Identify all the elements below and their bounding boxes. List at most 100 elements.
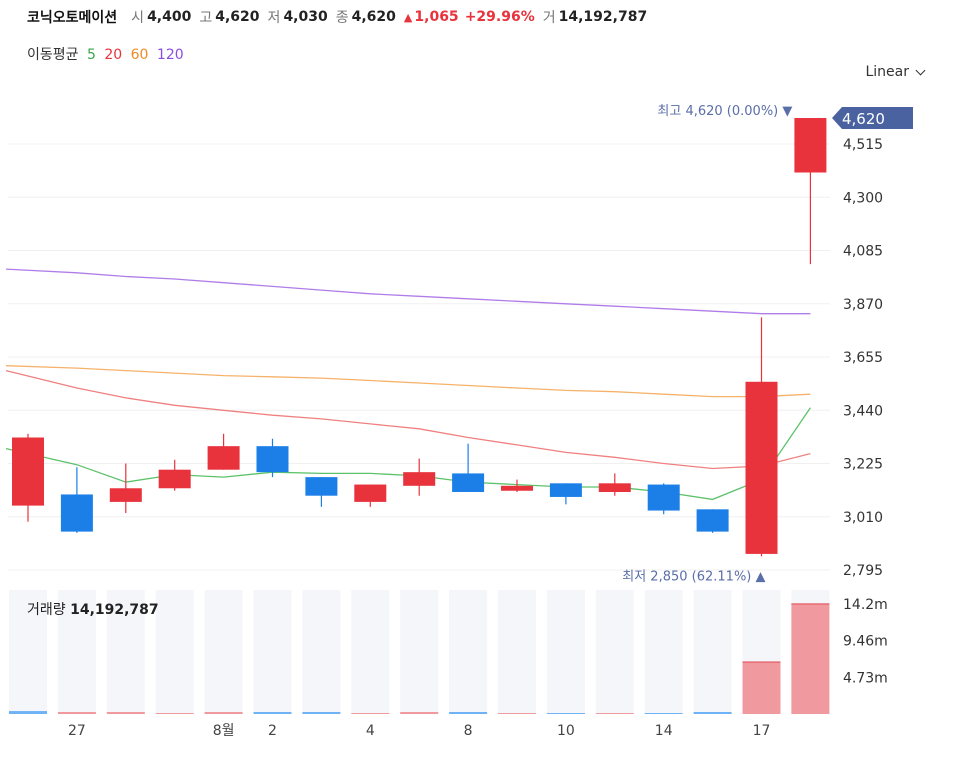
high-label: 고 (199, 10, 213, 26)
volume-slot (595, 590, 634, 714)
price-tick-label: 3,440 (843, 403, 883, 419)
volume-tick-label: 14.2m (843, 597, 888, 613)
volume-slot (546, 590, 585, 714)
volume-slot (644, 590, 683, 714)
ma120-legend: 120 (156, 47, 184, 63)
volume-slot (351, 590, 390, 714)
volume-bar (106, 712, 145, 714)
scale-dropdown[interactable]: Linear (865, 64, 926, 80)
volume-label: 거 (542, 10, 556, 26)
volume-bar (9, 711, 47, 714)
last-price-tag-label: 4,620 (842, 110, 885, 128)
candle-body (745, 381, 778, 554)
high-value: 4,620 (215, 9, 260, 25)
x-tick-label: 4 (366, 723, 375, 739)
volume-bar (302, 712, 341, 714)
candle-body (354, 484, 387, 502)
volume-bar (546, 713, 585, 714)
price-tick-label: 4,515 (843, 137, 883, 153)
close-label: 종 (335, 10, 349, 26)
volume-bar (595, 713, 634, 714)
volume-bar (449, 712, 488, 714)
volume-slot (693, 590, 732, 714)
x-tick-label: 10 (557, 723, 575, 739)
volume-value: 14,192,787 (558, 9, 648, 25)
candle-body (501, 485, 533, 491)
ma5-legend: 5 (86, 47, 96, 63)
volume-panel-value: 14,192,787 (70, 602, 159, 618)
x-tick-label: 8월 (213, 723, 235, 739)
volume-tick-label: 4.73m (843, 670, 888, 686)
volume-panel-label: 거래량 14,192,787 (27, 599, 159, 619)
candle-body (60, 494, 93, 532)
volume-bar (498, 713, 536, 714)
quote-header: 코닉오토메이션 시 4,400 고 4,620 저 4,030 종 4,620 … (27, 6, 655, 28)
volume-slot (155, 590, 194, 714)
x-tick-label: 14 (655, 723, 673, 739)
close-value: 4,620 (351, 9, 396, 25)
volume-slot (9, 590, 47, 714)
candle-body (598, 483, 631, 492)
candle-body (794, 118, 827, 173)
volume-bar (351, 713, 390, 714)
candle-body (305, 477, 338, 496)
volume-bar (742, 662, 781, 714)
candle-body (256, 446, 289, 473)
last-price-tag (832, 107, 913, 129)
ma120-line (5, 268, 811, 315)
ma20-legend: 20 (104, 47, 123, 63)
candle-body (452, 473, 485, 492)
volume-slot (449, 590, 488, 714)
candle-body (696, 509, 729, 532)
x-tick-label: 2 (268, 723, 277, 739)
x-tick-label: 17 (753, 723, 771, 739)
volume-slot (204, 590, 243, 714)
x-tick-label: 8 (464, 723, 473, 739)
candle-body (647, 484, 680, 511)
change-pct: +29.96% (464, 9, 535, 25)
volume-slot (253, 590, 292, 714)
price-tick-label: 3,870 (843, 297, 883, 313)
candle-body (12, 437, 44, 506)
high-marker-label: 최고 4,620 (0.00%) ▼ (657, 104, 792, 119)
price-tick-label: 4,085 (843, 244, 883, 260)
ma20-line (5, 369, 811, 470)
volume-bar (791, 604, 830, 714)
price-tick-label: 3,225 (843, 457, 883, 473)
volume-slot (302, 590, 341, 714)
stock-name: 코닉오토메이션 (27, 10, 118, 26)
volume-bar (155, 713, 194, 714)
volume-slot (57, 590, 96, 714)
ma60-legend: 60 (130, 47, 149, 63)
scale-dropdown-label: Linear (865, 64, 909, 80)
volume-bar (57, 712, 96, 714)
price-tick-label: 3,010 (843, 510, 883, 526)
price-tick-label: 2,795 (843, 563, 883, 579)
volume-bar (400, 712, 439, 714)
low-value: 4,030 (283, 9, 328, 25)
candle-body (109, 488, 142, 502)
volume-slot (400, 590, 439, 714)
price-tick-label: 4,300 (843, 190, 883, 206)
volume-panel-title: 거래량 (27, 602, 66, 618)
low-label: 저 (267, 10, 281, 26)
open-label: 시 (131, 10, 145, 26)
volume-bar (253, 712, 292, 714)
up-triangle-icon: ▲ (403, 10, 413, 24)
volume-slot (498, 590, 536, 714)
ma-legend-title: 이동평균 (27, 47, 79, 63)
candle-body (158, 469, 191, 489)
open-value: 4,400 (147, 9, 192, 25)
x-tick-label: 27 (68, 723, 86, 739)
low-marker-label: 최저 2,850 (62.11%) ▲ (622, 569, 765, 584)
volume-bar (204, 712, 243, 714)
volume-bar (693, 712, 732, 714)
ma-legend[interactable]: 이동평균 5 20 60 120 (27, 44, 188, 64)
ma60-line (5, 365, 811, 398)
candle-body (549, 483, 582, 497)
volume-tick-label: 9.46m (843, 634, 888, 650)
volume-slot (106, 590, 145, 714)
candle-body (403, 472, 436, 486)
volume-bar (644, 713, 683, 714)
